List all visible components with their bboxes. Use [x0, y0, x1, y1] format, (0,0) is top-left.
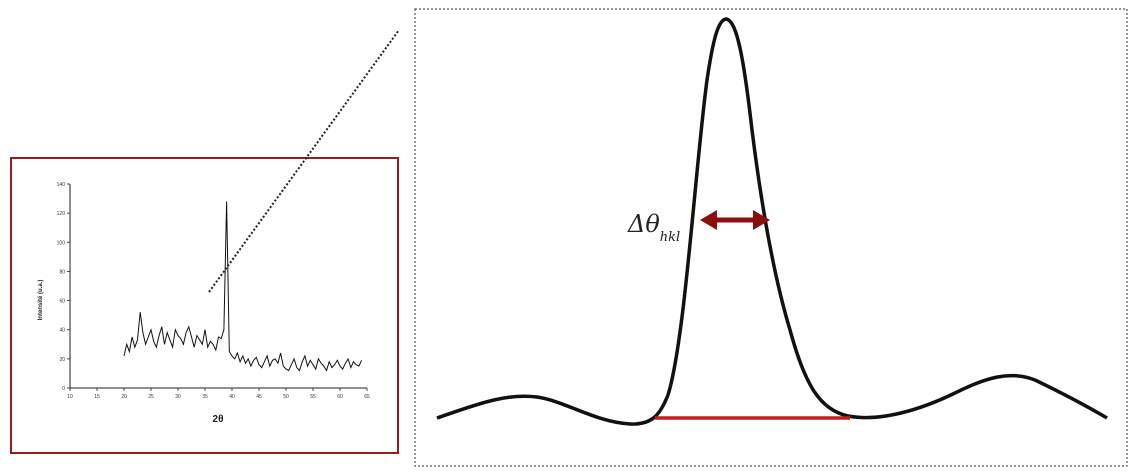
fwhm-arrow [700, 210, 770, 230]
xrd-pattern-line [123, 201, 363, 372]
inset-x-tick-label: 50 [283, 394, 289, 400]
inset-y-tick-label: 120 [57, 211, 66, 217]
inset-x-tick-label: 15 [94, 394, 100, 400]
inset-x-tick-label: 25 [148, 394, 154, 400]
inset-y-tick-label: 40 [59, 328, 65, 334]
inset-x-tick-label: 20 [121, 394, 127, 400]
inset-x-tick-label: 40 [229, 394, 235, 400]
inset-y-tick-label: 140 [57, 182, 66, 188]
zoomed-peak-curve [436, 17, 1108, 426]
zoom-connector-line [208, 29, 400, 293]
inset-x-tick-label: 35 [202, 394, 208, 400]
inset-x-tick-label: 60 [337, 394, 343, 400]
inset-y-tick-label: 20 [59, 357, 65, 363]
inset-y-tick-label: 100 [57, 240, 66, 246]
inset-y-tick-label: 80 [59, 269, 65, 275]
inset-plot: 0 20 40 60 80 100 120 140 10 15 20 25 30 35 40 45 50 55 6… [38, 182, 370, 425]
inset-y-ticks: 0 20 40 60 80 100 120 140 [57, 182, 70, 392]
inset-x-tick-label: 55 [310, 394, 316, 400]
fwhm-label-subscript: hkl [660, 230, 680, 245]
inset-x-axis-title: 2θ [213, 414, 224, 425]
zoom-frame [414, 8, 1128, 467]
inset-x-tick-label: 30 [175, 394, 181, 400]
inset-x-tick-label: 65 [364, 394, 370, 400]
fwhm-arrow-left-head [700, 210, 717, 230]
inset-y-tick-label: 0 [62, 386, 65, 392]
inset-x-ticks: 10 15 20 25 30 35 40 45 50 55 60 65 [67, 388, 370, 400]
inset-x-tick-label: 45 [256, 394, 262, 400]
fwhm-label-symbol: Δθ [627, 210, 660, 238]
fwhm-label: Δθhkl [627, 210, 680, 245]
fwhm-arrow-right-head [753, 210, 770, 230]
inset-x-tick-label: 10 [67, 394, 73, 400]
inset-y-tick-label: 60 [59, 299, 65, 305]
inset-y-axis-title: Intensité (u.a.) [38, 280, 44, 321]
inset-frame [10, 157, 399, 454]
